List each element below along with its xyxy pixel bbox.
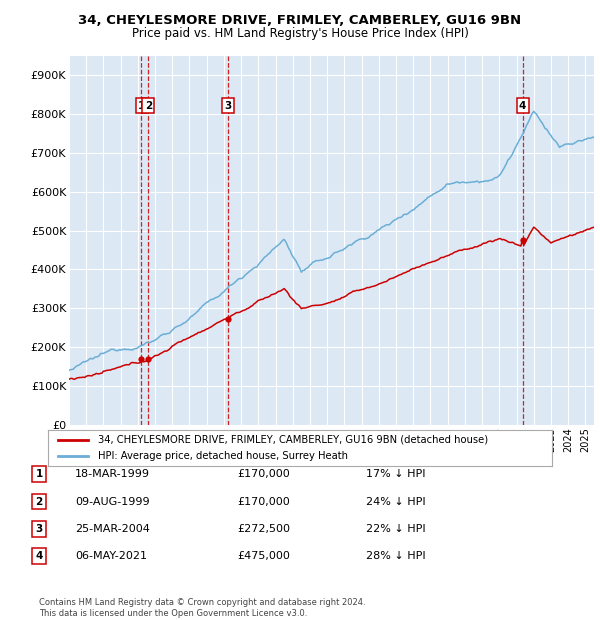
Text: 18-MAR-1999: 18-MAR-1999: [75, 469, 150, 479]
Text: 1: 1: [35, 469, 43, 479]
Text: 4: 4: [519, 100, 526, 110]
Text: £475,000: £475,000: [237, 551, 290, 561]
Text: 3: 3: [35, 524, 43, 534]
Text: £272,500: £272,500: [237, 524, 290, 534]
Text: Contains HM Land Registry data © Crown copyright and database right 2024.
This d: Contains HM Land Registry data © Crown c…: [39, 598, 365, 618]
Text: 3: 3: [224, 100, 232, 110]
Text: 09-AUG-1999: 09-AUG-1999: [75, 497, 149, 507]
Text: HPI: Average price, detached house, Surrey Heath: HPI: Average price, detached house, Surr…: [98, 451, 349, 461]
Text: 24% ↓ HPI: 24% ↓ HPI: [366, 497, 425, 507]
Text: 34, CHEYLESMORE DRIVE, FRIMLEY, CAMBERLEY, GU16 9BN (detached house): 34, CHEYLESMORE DRIVE, FRIMLEY, CAMBERLE…: [98, 435, 488, 445]
Text: 2: 2: [35, 497, 43, 507]
Text: 4: 4: [35, 551, 43, 561]
Text: 1: 1: [138, 100, 145, 110]
Text: 34, CHEYLESMORE DRIVE, FRIMLEY, CAMBERLEY, GU16 9BN: 34, CHEYLESMORE DRIVE, FRIMLEY, CAMBERLE…: [79, 14, 521, 27]
Text: 22% ↓ HPI: 22% ↓ HPI: [366, 524, 425, 534]
Text: £170,000: £170,000: [237, 497, 290, 507]
Text: 28% ↓ HPI: 28% ↓ HPI: [366, 551, 425, 561]
Text: 2: 2: [145, 100, 152, 110]
Text: £170,000: £170,000: [237, 469, 290, 479]
Text: 25-MAR-2004: 25-MAR-2004: [75, 524, 150, 534]
Text: Price paid vs. HM Land Registry's House Price Index (HPI): Price paid vs. HM Land Registry's House …: [131, 27, 469, 40]
Text: 17% ↓ HPI: 17% ↓ HPI: [366, 469, 425, 479]
Text: 06-MAY-2021: 06-MAY-2021: [75, 551, 147, 561]
